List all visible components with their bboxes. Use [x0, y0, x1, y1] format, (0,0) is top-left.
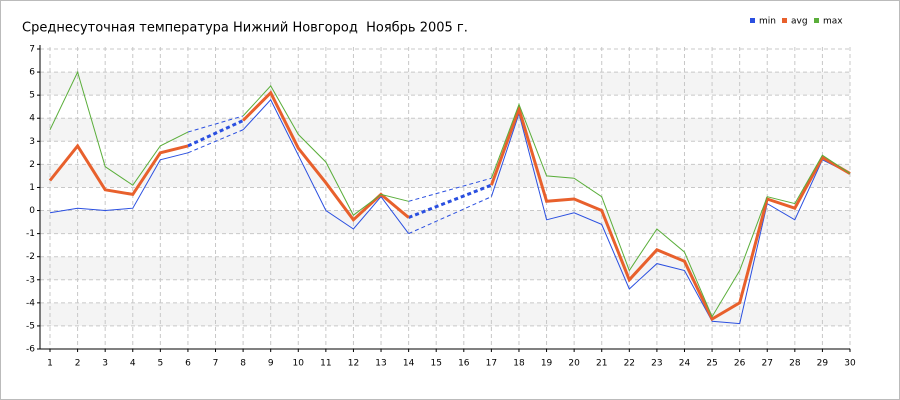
x-tick-label: 17 — [486, 359, 497, 369]
x-tick-label: 24 — [679, 359, 691, 369]
x-tick-label: 26 — [734, 359, 746, 369]
x-tick-label: 9 — [268, 359, 274, 369]
x-tick-label: 5 — [157, 359, 163, 369]
legend-label: min — [759, 17, 776, 27]
x-tick-label: 10 — [293, 359, 305, 369]
plot-band — [40, 302, 850, 326]
x-tick-label: 30 — [844, 359, 856, 369]
x-tick-label: 21 — [596, 359, 607, 369]
x-tick-label: 15 — [430, 359, 441, 369]
legend-swatch — [814, 18, 819, 23]
plot-band — [40, 164, 850, 188]
y-tick-label: 1 — [29, 183, 35, 193]
x-tick-label: 25 — [706, 359, 717, 369]
gap-bridge — [187, 129, 244, 154]
legend-swatch — [782, 18, 787, 23]
series-line — [49, 98, 851, 325]
y-tick-label: -4 — [26, 298, 35, 308]
legend-swatch — [750, 18, 755, 23]
x-tick-label: 1 — [47, 359, 53, 369]
y-tick-label: 5 — [29, 91, 35, 101]
y-tick-label: -5 — [26, 321, 35, 331]
x-tick-label: 16 — [458, 359, 470, 369]
x-tick-label: 20 — [568, 359, 580, 369]
legend-label: avg — [791, 17, 808, 27]
plot-band — [40, 210, 850, 234]
x-tick-label: 13 — [375, 359, 386, 369]
x-tick-label: 6 — [185, 359, 191, 369]
y-tick-label: 0 — [29, 206, 35, 216]
x-tick-label: 2 — [75, 359, 81, 369]
y-tick-label: -6 — [26, 345, 35, 355]
legend-label: max — [823, 17, 843, 27]
x-tick-label: 22 — [624, 359, 635, 369]
y-tick-label: -3 — [26, 275, 35, 285]
gap-bridge — [187, 119, 244, 148]
gap-bridge — [408, 183, 492, 219]
gap-bridge — [187, 115, 244, 133]
series-line — [49, 70, 851, 318]
y-tick-label: 2 — [29, 160, 35, 170]
x-tick-label: 14 — [403, 359, 415, 369]
x-tick-label: 4 — [130, 359, 136, 369]
x-tick-label: 11 — [320, 359, 331, 369]
x-tick-label: 29 — [817, 359, 829, 369]
x-tick-label: 12 — [348, 359, 359, 369]
y-tick-label: -2 — [26, 252, 35, 262]
gap-bridge — [408, 196, 492, 235]
y-tick-label: 4 — [29, 114, 35, 124]
y-tick-label: 3 — [29, 137, 35, 147]
plot-band — [40, 256, 850, 280]
x-tick-label: 8 — [240, 359, 246, 369]
plot-band — [40, 72, 850, 96]
gap-bridge — [408, 177, 492, 202]
x-tick-label: 19 — [541, 359, 553, 369]
chart-title: Среднесуточная температура Нижний Новгор… — [22, 21, 468, 36]
x-tick-label: 27 — [762, 359, 773, 369]
x-tick-label: 18 — [513, 359, 525, 369]
y-tick-label: -1 — [26, 229, 35, 239]
x-tick-label: 7 — [213, 359, 219, 369]
x-tick-label: 3 — [102, 359, 108, 369]
y-tick-label: 6 — [29, 68, 35, 78]
plot-band — [40, 118, 850, 142]
x-tick-label: 23 — [651, 359, 662, 369]
y-tick-label: 7 — [29, 45, 35, 55]
x-tick-label: 28 — [789, 359, 801, 369]
